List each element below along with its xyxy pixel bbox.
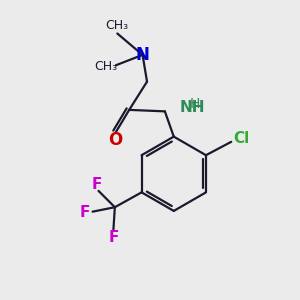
- Text: F: F: [108, 230, 118, 245]
- Text: Cl: Cl: [234, 131, 250, 146]
- Text: NH: NH: [179, 100, 205, 115]
- Text: O: O: [108, 131, 122, 149]
- Text: H: H: [190, 97, 200, 111]
- Text: F: F: [80, 205, 90, 220]
- Text: CH₃: CH₃: [106, 19, 129, 32]
- Text: N: N: [136, 46, 149, 64]
- Text: F: F: [92, 177, 102, 192]
- Text: CH₃: CH₃: [94, 60, 117, 73]
